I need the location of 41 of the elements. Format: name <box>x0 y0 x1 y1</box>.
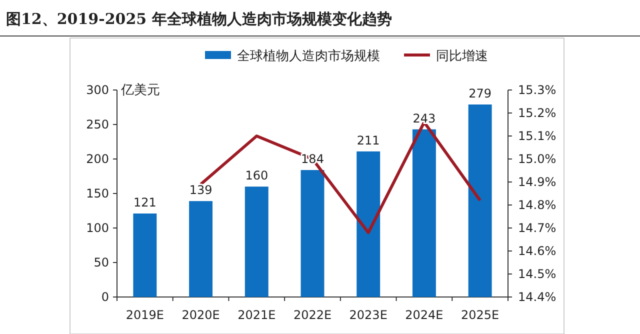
x-tick-label: 2025E <box>461 308 500 322</box>
y-axis-title: 亿美元 <box>120 82 160 98</box>
y2-tick-label: 15.3% <box>518 83 556 97</box>
y2-tick-label: 14.9% <box>518 175 556 189</box>
bar <box>189 201 213 297</box>
y2-tick-label: 14.8% <box>518 198 556 212</box>
y2-tick-label: 15.0% <box>518 152 556 166</box>
legend-label: 全球植物人造肉市场规模 <box>237 49 380 64</box>
y2-tick-label: 14.7% <box>518 221 556 235</box>
x-tick-label: 2024E <box>405 308 444 322</box>
legend-label: 同比增速 <box>436 49 488 64</box>
data-label: 139 <box>189 183 212 198</box>
y2-tick-label: 15.1% <box>518 129 556 143</box>
y2-tick-label: 14.6% <box>518 244 556 258</box>
data-label: 243 <box>412 111 436 126</box>
data-label: 211 <box>356 133 380 148</box>
y-tick-label: 100 <box>86 221 109 235</box>
data-label: 121 <box>133 196 156 210</box>
y2-tick-label: 14.4% <box>518 290 556 304</box>
chart-title: 图12、2019-2025 年全球植物人造肉市场规模变化趋势 <box>6 10 392 28</box>
y2-tick-label: 15.2% <box>518 106 556 120</box>
y-tick-label: 150 <box>86 186 109 200</box>
bar <box>133 214 157 297</box>
x-tick-label: 2021E <box>238 308 276 322</box>
bar <box>244 186 268 297</box>
y2-tick-label: 14.5% <box>518 267 556 281</box>
bar <box>412 129 436 297</box>
x-tick-label: 2022E <box>293 308 332 322</box>
y-tick-label: 300 <box>86 83 109 97</box>
y-tick-label: 0 <box>101 290 109 304</box>
bar <box>356 151 380 297</box>
y-tick-label: 250 <box>86 118 109 132</box>
x-tick-label: 2019E <box>126 308 164 322</box>
bar <box>468 104 492 297</box>
data-label: 279 <box>468 86 492 100</box>
bar <box>300 170 324 297</box>
x-tick-label: 2023E <box>349 308 388 322</box>
x-tick-label: 2020E <box>182 308 220 322</box>
y-tick-label: 50 <box>94 256 109 270</box>
y-tick-label: 200 <box>86 152 109 166</box>
data-label: 160 <box>245 168 268 183</box>
